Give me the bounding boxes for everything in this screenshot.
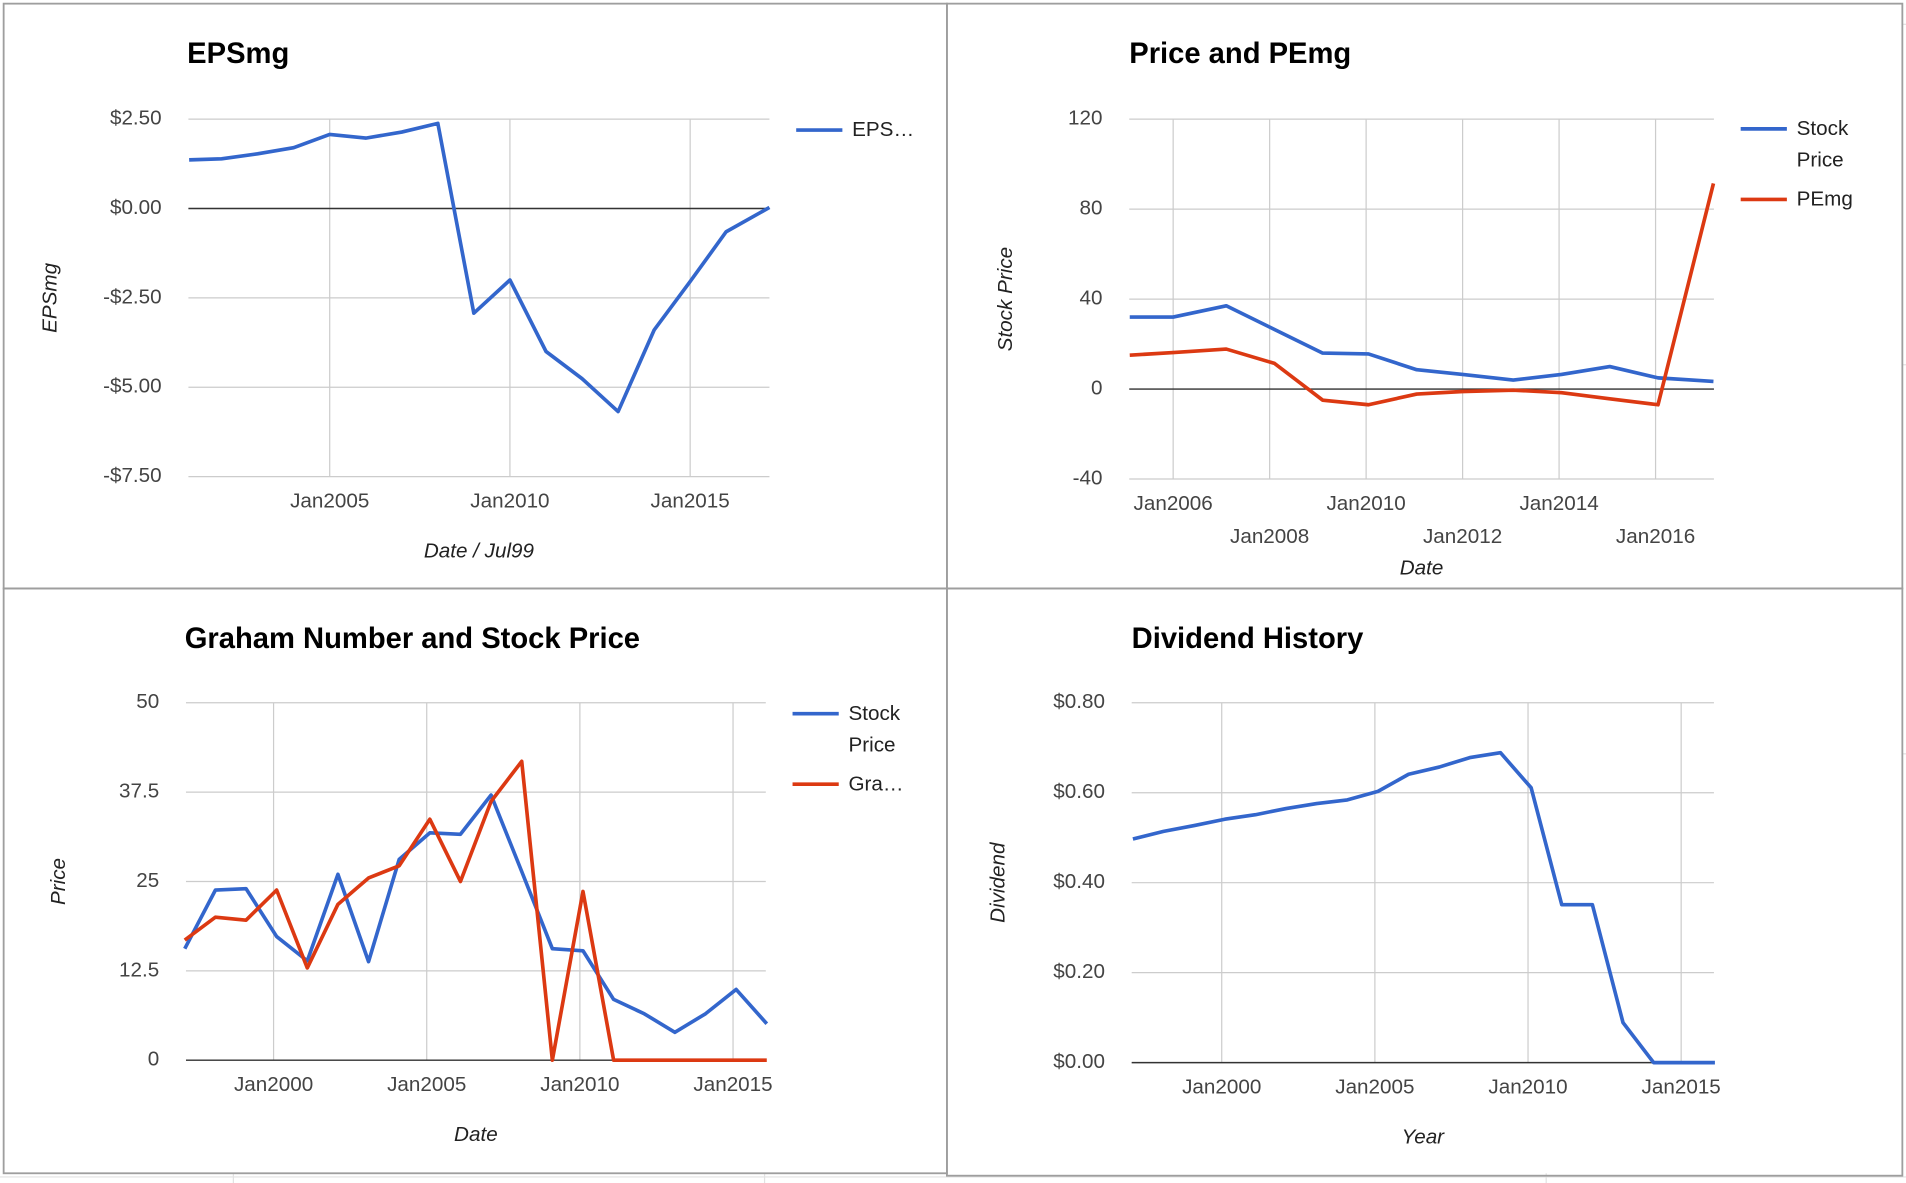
y-tick-label: -$2.50 <box>103 285 162 308</box>
legend-item: PEmg <box>1796 187 1853 211</box>
y-tick-label: 50 <box>136 690 159 713</box>
legend-item: Stock Price <box>848 701 901 757</box>
y-axis-title: Dividend <box>987 841 1010 923</box>
chart-title: EPSmg <box>187 38 289 70</box>
series-line <box>1129 303 1714 384</box>
chart: Graham Number and Stock Price 50 37.5 25 12.… <box>47 623 904 1146</box>
x-axis-title: Date <box>454 1123 498 1146</box>
x-axis-title: Year <box>1402 1125 1446 1148</box>
x-tick-label: Jan2005 <box>387 1073 466 1096</box>
x-tick-label: Jan2010 <box>1488 1076 1567 1099</box>
y-tick-label: $0.00 <box>110 196 162 219</box>
x-tick-label: Jan2010 <box>470 490 549 513</box>
chart: Dividend History $0.80 $0.60 $0.40 $0.20 $0.0… <box>987 623 1721 1148</box>
x-tick-label: Jan2000 <box>234 1073 313 1096</box>
series-line <box>1129 183 1716 407</box>
legend-label: Stock Price <box>1796 116 1849 172</box>
y-tick-label: -$5.00 <box>103 375 162 398</box>
x-tick-label: Jan2010 <box>540 1073 619 1096</box>
y-tick-label: $0.60 <box>1053 780 1105 803</box>
y-tick-label: 0 <box>1091 377 1102 400</box>
y-tick-label: $0.80 <box>1053 690 1105 713</box>
x-axis-title: Date <box>1400 556 1444 579</box>
y-tick-label: 40 <box>1080 287 1103 310</box>
y-tick-label: $0.40 <box>1053 870 1105 893</box>
x-tick-label: Jan2010 <box>1326 492 1405 515</box>
x-tick-label: Jan2016 <box>1616 525 1695 548</box>
y-tick-label: 25 <box>136 869 159 892</box>
x-tick-label: Jan2014 <box>1519 492 1598 515</box>
y-tick-label: -40 <box>1073 466 1103 489</box>
x-tick-label: Jan2005 <box>290 490 369 513</box>
x-tick-label: Jan2015 <box>651 490 730 513</box>
chart-title: Graham Number and Stock Price <box>185 623 640 655</box>
legend-label: Stock Price <box>848 701 901 757</box>
x-tick-label: Jan2006 <box>1134 492 1213 515</box>
y-tick-label: $0.00 <box>1053 1050 1105 1073</box>
x-tick-label: Jan2000 <box>1182 1076 1261 1099</box>
x-tick-label: Jan2008 <box>1230 525 1309 548</box>
chart: EPSmg $2.50 $0.00 -$2.50 -$5.00 -$7.50 Jan2005… <box>39 38 915 562</box>
y-tick-label: 37.5 <box>119 780 159 803</box>
legend-label: Gra… <box>848 772 904 796</box>
y-tick-label: 0 <box>148 1048 159 1071</box>
x-tick-label: Jan2012 <box>1423 525 1502 548</box>
chart-title: Dividend History <box>1132 623 1364 655</box>
series-line <box>183 759 767 1063</box>
y-tick-label: $2.50 <box>110 107 162 130</box>
x-axis-title: Date / Jul99 <box>424 539 535 562</box>
legend-label: EPS… <box>852 117 915 142</box>
legend-item: Gra… <box>848 772 904 796</box>
y-axis-title: Stock Price <box>994 247 1017 351</box>
series-line <box>183 793 769 1035</box>
chart-title: Price and PEmg <box>1129 38 1351 70</box>
legend-item: EPS… <box>852 117 915 142</box>
legend-item: Stock Price <box>1796 116 1849 172</box>
y-tick-label: 12.5 <box>119 958 159 981</box>
chart: Price and PEmg 120 80 40 0 -40 Jan2006 Jan2008 J… <box>994 38 1853 579</box>
x-tick-label: Jan2015 <box>693 1073 772 1096</box>
series-line <box>189 121 771 414</box>
y-tick-label: 120 <box>1068 107 1102 130</box>
series-line <box>1132 750 1715 1065</box>
y-axis-title: EPSmg <box>39 262 62 333</box>
legend-label: PEmg <box>1796 187 1853 211</box>
x-tick-label: Jan2005 <box>1335 1076 1414 1099</box>
y-tick-label: -$7.50 <box>103 464 162 487</box>
y-tick-label: 80 <box>1080 197 1103 220</box>
x-tick-label: Jan2015 <box>1642 1076 1721 1099</box>
y-axis-title: Price <box>47 858 70 905</box>
y-tick-label: $0.20 <box>1053 960 1105 983</box>
